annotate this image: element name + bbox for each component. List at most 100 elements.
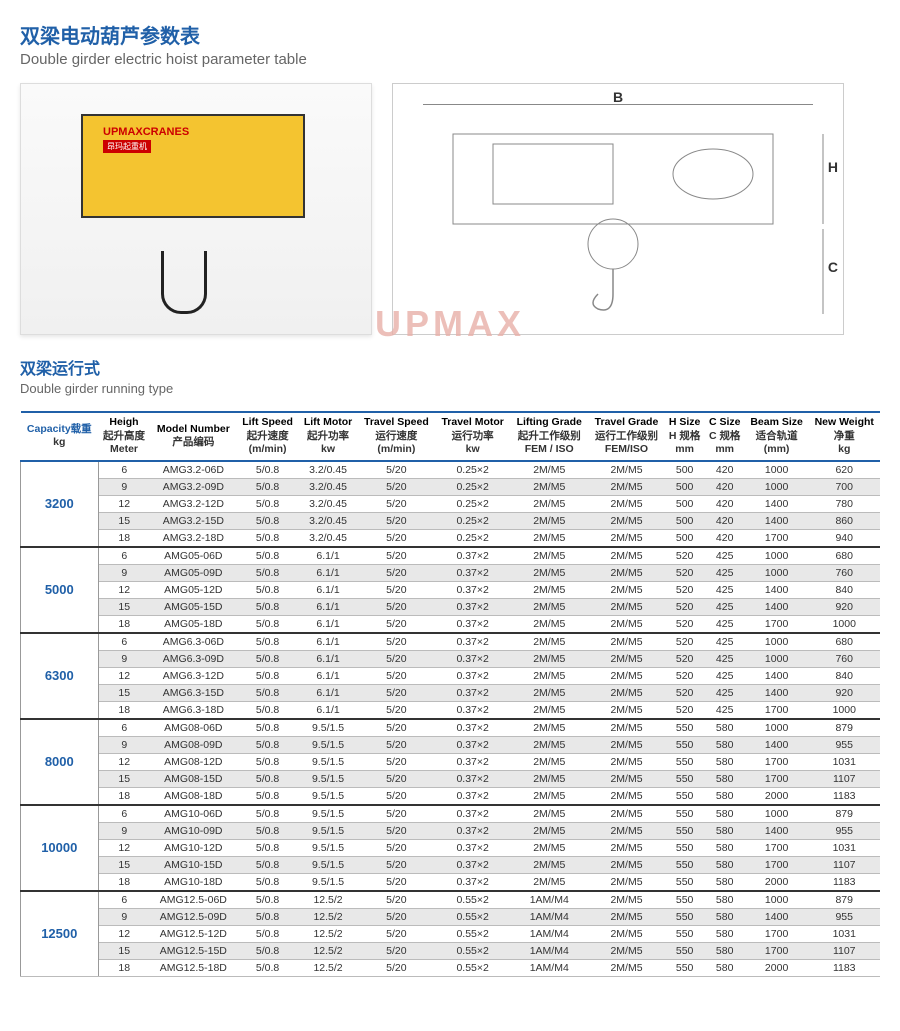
table-cell: 5/20 (358, 701, 436, 719)
table-cell: 15 (98, 684, 150, 701)
table-cell: 9 (98, 650, 150, 667)
table-cell: 5/20 (358, 770, 436, 787)
table-cell: 2M/M5 (510, 856, 588, 873)
table-cell: 0.25×2 (435, 478, 510, 495)
table-cell: AMG05-18D (150, 615, 237, 633)
table-cell: 5/20 (358, 667, 436, 684)
table-cell: 1183 (808, 873, 880, 891)
table-cell: AMG05-12D (150, 581, 237, 598)
table-row: 18AMG08-18D5/0.89.5/1.55/200.37×22M/M52M… (21, 787, 881, 805)
table-cell: 5/0.8 (237, 839, 299, 856)
table-cell: 2M/M5 (588, 925, 664, 942)
table-cell: 2M/M5 (510, 719, 588, 737)
table-cell: 1400 (745, 908, 809, 925)
table-cell: 2M/M5 (588, 478, 664, 495)
table-cell: 5/0.8 (237, 753, 299, 770)
table-cell: 12.5/2 (298, 908, 357, 925)
table-cell: 5/20 (358, 650, 436, 667)
table-cell: 1400 (745, 581, 809, 598)
table-cell: 0.25×2 (435, 512, 510, 529)
table-cell: 5/20 (358, 529, 436, 547)
table-cell: 1000 (808, 701, 880, 719)
table-cell: 520 (665, 615, 705, 633)
table-cell: 0.37×2 (435, 650, 510, 667)
table-cell: 0.37×2 (435, 787, 510, 805)
table-cell: 1AM/M4 (510, 925, 588, 942)
table-cell: 760 (808, 650, 880, 667)
table-header-cell: Travel Motor运行功率kw (435, 412, 510, 461)
table-cell: 580 (705, 736, 745, 753)
table-cell: AMG08-06D (150, 719, 237, 737)
table-cell: 15 (98, 512, 150, 529)
table-cell: 0.37×2 (435, 856, 510, 873)
table-cell: 2M/M5 (588, 598, 664, 615)
dimension-b-label: B (613, 89, 623, 105)
table-cell: 580 (705, 805, 745, 823)
table-cell: 500 (665, 529, 705, 547)
table-cell: 2M/M5 (510, 650, 588, 667)
table-cell: 1000 (745, 633, 809, 651)
brand-label: UPMAXCRANES (103, 126, 189, 138)
table-cell: 18 (98, 615, 150, 633)
table-cell: 6 (98, 461, 150, 479)
table-cell: 3.2/0.45 (298, 495, 357, 512)
table-cell: AMG6.3-09D (150, 650, 237, 667)
table-cell: 2M/M5 (588, 461, 664, 479)
table-cell: 2M/M5 (510, 701, 588, 719)
table-cell: 2M/M5 (510, 822, 588, 839)
table-cell: 580 (705, 770, 745, 787)
table-cell: 580 (705, 753, 745, 770)
table-cell: 550 (665, 925, 705, 942)
table-cell: 580 (705, 908, 745, 925)
table-header-cell: Beam Size适合轨道(mm) (745, 412, 809, 461)
table-cell: AMG12.5-06D (150, 891, 237, 909)
table-cell: 2M/M5 (510, 667, 588, 684)
table-cell: 420 (705, 461, 745, 479)
table-cell: 1000 (745, 719, 809, 737)
table-row: 15AMG3.2-15D5/0.83.2/0.455/200.25×22M/M5… (21, 512, 881, 529)
table-cell: 2M/M5 (588, 564, 664, 581)
table-cell: 520 (665, 633, 705, 651)
table-cell: 5/0.8 (237, 719, 299, 737)
table-cell: 1AM/M4 (510, 891, 588, 909)
table-cell: 425 (705, 667, 745, 684)
table-header-cell: Heigh起升高度Meter (98, 412, 150, 461)
table-row: 18AMG6.3-18D5/0.86.1/15/200.37×22M/M52M/… (21, 701, 881, 719)
table-cell: 1400 (745, 495, 809, 512)
table-cell: AMG12.5-15D (150, 942, 237, 959)
table-cell: 6.1/1 (298, 547, 357, 565)
table-cell: 5/0.8 (237, 822, 299, 839)
table-cell: 9.5/1.5 (298, 736, 357, 753)
table-cell: 0.37×2 (435, 770, 510, 787)
table-cell: 5/0.8 (237, 925, 299, 942)
table-cell: 2000 (745, 873, 809, 891)
table-cell: 5/20 (358, 547, 436, 565)
table-cell: 2M/M5 (588, 667, 664, 684)
table-cell: 580 (705, 787, 745, 805)
table-cell: 5/20 (358, 512, 436, 529)
table-cell: 0.37×2 (435, 598, 510, 615)
table-cell: 5/20 (358, 925, 436, 942)
table-cell: 5/0.8 (237, 701, 299, 719)
table-cell: 5/0.8 (237, 856, 299, 873)
table-row: 9AMG05-09D5/0.86.1/15/200.37×22M/M52M/M5… (21, 564, 881, 581)
table-cell: 550 (665, 822, 705, 839)
table-cell: 420 (705, 529, 745, 547)
table-cell: 5/20 (358, 873, 436, 891)
table-cell: AMG08-09D (150, 736, 237, 753)
table-cell: 879 (808, 891, 880, 909)
table-cell: 2M/M5 (510, 495, 588, 512)
table-cell: 2M/M5 (588, 736, 664, 753)
table-cell: 5/0.8 (237, 512, 299, 529)
table-cell: 2M/M5 (588, 839, 664, 856)
table-cell: 2M/M5 (588, 495, 664, 512)
table-cell: 6.1/1 (298, 667, 357, 684)
table-cell: 9 (98, 908, 150, 925)
table-cell: 500 (665, 461, 705, 479)
table-cell: 9.5/1.5 (298, 719, 357, 737)
capacity-cell: 12500 (21, 891, 99, 977)
table-cell: 879 (808, 719, 880, 737)
table-cell: 1700 (745, 839, 809, 856)
table-cell: 580 (705, 839, 745, 856)
table-cell: 520 (665, 667, 705, 684)
